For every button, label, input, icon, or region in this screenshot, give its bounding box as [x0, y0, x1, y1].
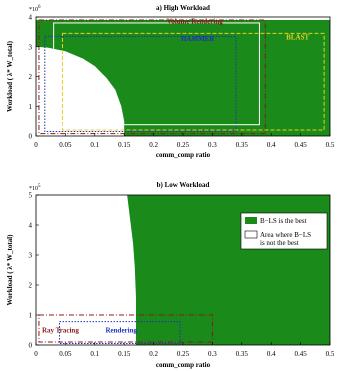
application-box	[44, 35, 237, 133]
y-multiplier: *105	[29, 184, 41, 192]
box-label: BLAST	[286, 33, 309, 41]
legend-swatch	[244, 230, 258, 239]
legend-label: B−LS is the best	[260, 217, 307, 225]
y-tick-label: 4	[29, 222, 33, 230]
x-tick-label: 0.05	[59, 141, 72, 149]
x-tick-label: 0.5	[326, 141, 335, 149]
white-region	[36, 46, 125, 136]
x-tick-label: 0.4	[267, 350, 276, 358]
x-tick-label: 0	[34, 141, 38, 149]
application-box	[53, 22, 260, 126]
x-tick-label: 0.45	[294, 350, 307, 358]
y-tick-label: 2	[29, 282, 33, 290]
y-multiplier: *106	[29, 5, 41, 13]
legend-label: is not the best	[260, 239, 299, 247]
x-tick-label: 0.1	[90, 141, 99, 149]
chart-title: b) Low Workload	[157, 181, 210, 189]
x-tick-label: 0.2	[149, 141, 158, 149]
application-box	[38, 314, 213, 343]
x-tick-label: 0.45	[294, 141, 307, 149]
x-axis-label: comm_comp ratio	[156, 151, 211, 159]
y-tick-label: 1	[29, 312, 33, 320]
application-box	[59, 321, 181, 345]
y-tick-label: 3	[29, 252, 33, 260]
x-tick-label: 0.3	[208, 141, 217, 149]
y-tick-label: 2	[29, 73, 33, 81]
box-label: Ray Tracing	[42, 326, 79, 334]
legend-label: Area where B−LS	[260, 231, 311, 239]
box-label: Rendering	[106, 326, 138, 334]
y-tick-label: 3	[29, 43, 33, 51]
legend-swatch	[245, 217, 257, 224]
y-axis-label: Workload ( λ* W_total)	[6, 40, 14, 112]
x-tick-label: 0	[34, 350, 38, 358]
x-tick-label: 0.35	[236, 350, 249, 358]
x-tick-label: 0.1	[90, 350, 99, 358]
x-axis-label: comm_comp ratio	[156, 361, 211, 369]
x-tick-label: 0.15	[118, 141, 131, 149]
y-tick-label: 0	[29, 133, 33, 141]
chart-high-workload: Volume Rendering BLAST HAMMER 0 0.05 0.1 0.15 0…	[6, 4, 335, 159]
x-tick-label: 0.05	[59, 350, 72, 358]
x-tick-label: 0.3	[208, 350, 217, 358]
x-tick-label: 0.15	[118, 350, 131, 358]
chart-title: a) High Workload	[156, 4, 210, 12]
y-axis-label: Workload ( λ* W_total)	[6, 234, 14, 306]
x-tick-label: 0.25	[177, 350, 190, 358]
y-tick-label: 1	[29, 103, 33, 111]
application-box	[61, 32, 325, 131]
x-tick-label: 0.5	[326, 350, 335, 358]
y-tick-label: 0	[29, 342, 33, 350]
x-tick-label: 0.2	[149, 350, 158, 358]
chart-low-workload: Ray Tracing Rendering 0 0.05 0.1 0.15 0.2 0.25 0…	[6, 181, 335, 369]
y-tick-label: 4	[29, 14, 33, 22]
box-label: HAMMER	[181, 35, 215, 43]
x-tick-label: 0.4	[267, 141, 276, 149]
x-tick-label: 0.35	[236, 141, 249, 149]
box-label: Volume Rendering	[167, 18, 223, 26]
y-tick-label: 5	[29, 192, 33, 200]
x-tick-label: 0.25	[177, 141, 190, 149]
